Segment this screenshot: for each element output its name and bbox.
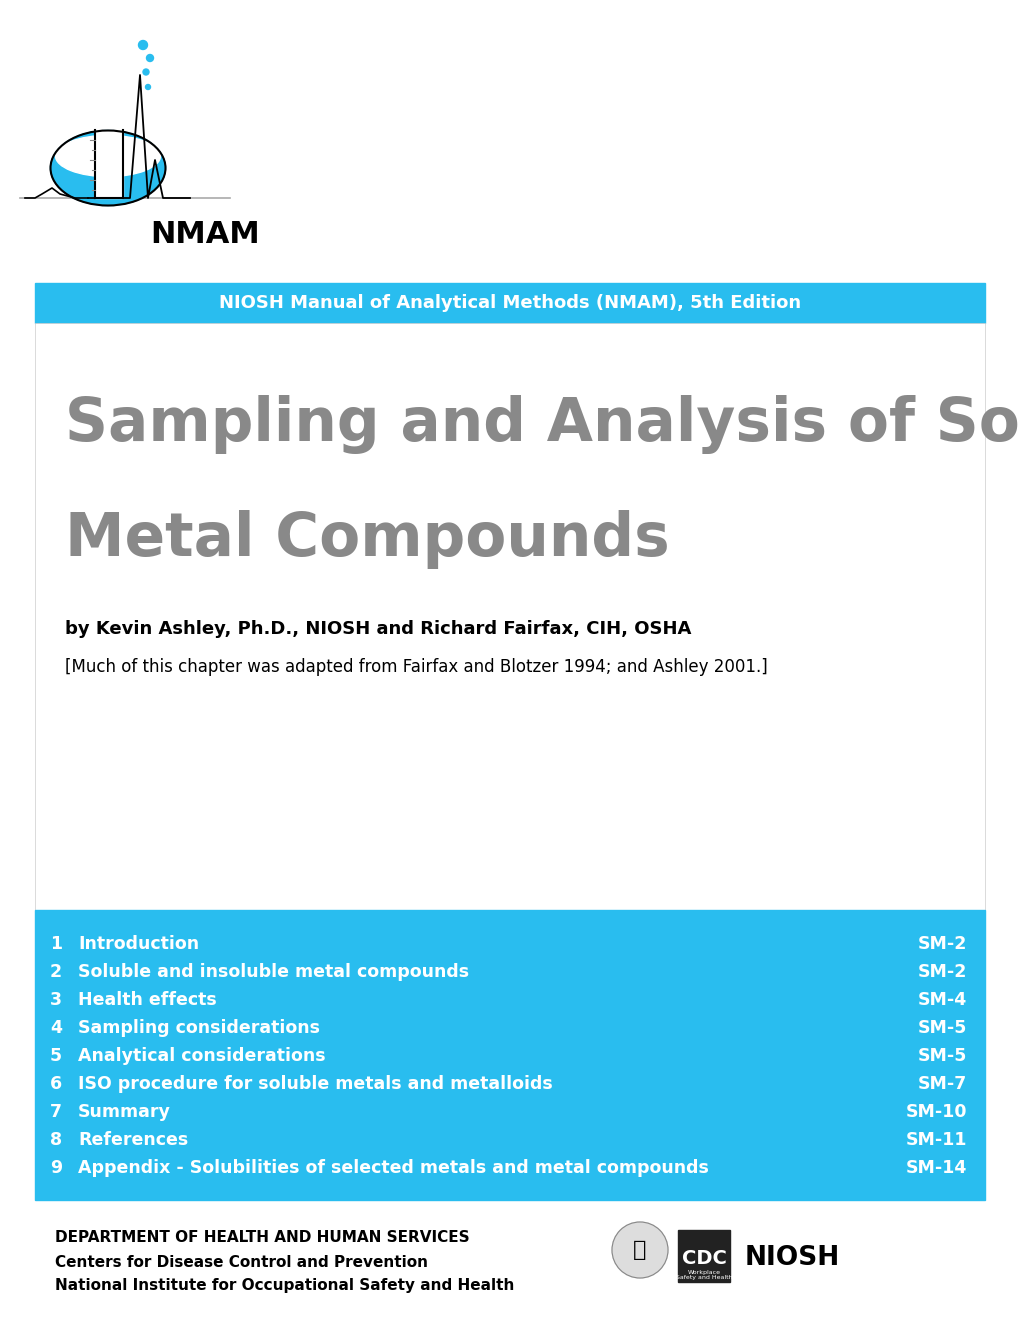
Bar <box>35 282 984 323</box>
Text: SM-10: SM-10 <box>905 1104 966 1121</box>
Text: NIOSH: NIOSH <box>744 1245 840 1271</box>
Text: 6: 6 <box>50 1074 62 1093</box>
Text: Metal Compounds: Metal Compounds <box>65 510 669 569</box>
Text: References: References <box>77 1131 189 1148</box>
Ellipse shape <box>51 131 165 206</box>
Text: SM-11: SM-11 <box>905 1131 966 1148</box>
Text: SM-4: SM-4 <box>917 991 966 1008</box>
Text: 3: 3 <box>50 991 62 1008</box>
Text: SM-7: SM-7 <box>917 1074 966 1093</box>
Text: CDC: CDC <box>681 1249 726 1267</box>
Bar <box>35 323 984 909</box>
Circle shape <box>143 69 149 75</box>
Text: 9: 9 <box>50 1159 62 1177</box>
Text: Soluble and insoluble metal compounds: Soluble and insoluble metal compounds <box>77 964 469 981</box>
Text: SM-14: SM-14 <box>905 1159 966 1177</box>
Text: 🦅: 🦅 <box>633 1239 646 1261</box>
Text: 4: 4 <box>50 1019 62 1038</box>
Circle shape <box>611 1222 667 1278</box>
Text: Health effects: Health effects <box>77 991 217 1008</box>
Bar <box>95 129 123 198</box>
Text: Sampling and Analysis of Soluble: Sampling and Analysis of Soluble <box>65 395 1019 454</box>
Text: DEPARTMENT OF HEALTH AND HUMAN SERVICES: DEPARTMENT OF HEALTH AND HUMAN SERVICES <box>55 1230 469 1245</box>
Text: Centers for Disease Control and Prevention: Centers for Disease Control and Preventi… <box>55 1255 428 1270</box>
Circle shape <box>146 84 151 90</box>
Text: SM-2: SM-2 <box>917 935 966 953</box>
Text: SM-5: SM-5 <box>917 1019 966 1038</box>
Text: NIOSH Manual of Analytical Methods (NMAM), 5th Edition: NIOSH Manual of Analytical Methods (NMAM… <box>219 294 800 312</box>
Text: 1: 1 <box>50 935 62 953</box>
Text: SM-2: SM-2 <box>917 964 966 981</box>
Bar <box>35 909 984 1200</box>
Text: National Institute for Occupational Safety and Health: National Institute for Occupational Safe… <box>55 1278 514 1294</box>
Text: 7: 7 <box>50 1104 62 1121</box>
Circle shape <box>147 54 153 62</box>
Text: 2: 2 <box>50 964 62 981</box>
Circle shape <box>139 41 148 49</box>
Bar <box>678 1230 730 1282</box>
Text: Summary: Summary <box>77 1104 171 1121</box>
Text: 8: 8 <box>50 1131 62 1148</box>
Ellipse shape <box>55 136 160 177</box>
Text: Introduction: Introduction <box>77 935 199 953</box>
Text: ISO procedure for soluble metals and metalloids: ISO procedure for soluble metals and met… <box>77 1074 552 1093</box>
Text: Workplace
Safety and Health: Workplace Safety and Health <box>675 1270 732 1280</box>
Text: SM-5: SM-5 <box>917 1047 966 1065</box>
Text: Appendix - Solubilities of selected metals and metal compounds: Appendix - Solubilities of selected meta… <box>77 1159 708 1177</box>
Text: 5: 5 <box>50 1047 62 1065</box>
Text: by Kevin Ashley, Ph.D., NIOSH and Richard Fairfax, CIH, OSHA: by Kevin Ashley, Ph.D., NIOSH and Richar… <box>65 620 691 638</box>
Text: NMAM: NMAM <box>150 220 260 249</box>
Text: [Much of this chapter was adapted from Fairfax and Blotzer 1994; and Ashley 2001: [Much of this chapter was adapted from F… <box>65 657 767 676</box>
Text: Sampling considerations: Sampling considerations <box>77 1019 320 1038</box>
Text: Analytical considerations: Analytical considerations <box>77 1047 325 1065</box>
